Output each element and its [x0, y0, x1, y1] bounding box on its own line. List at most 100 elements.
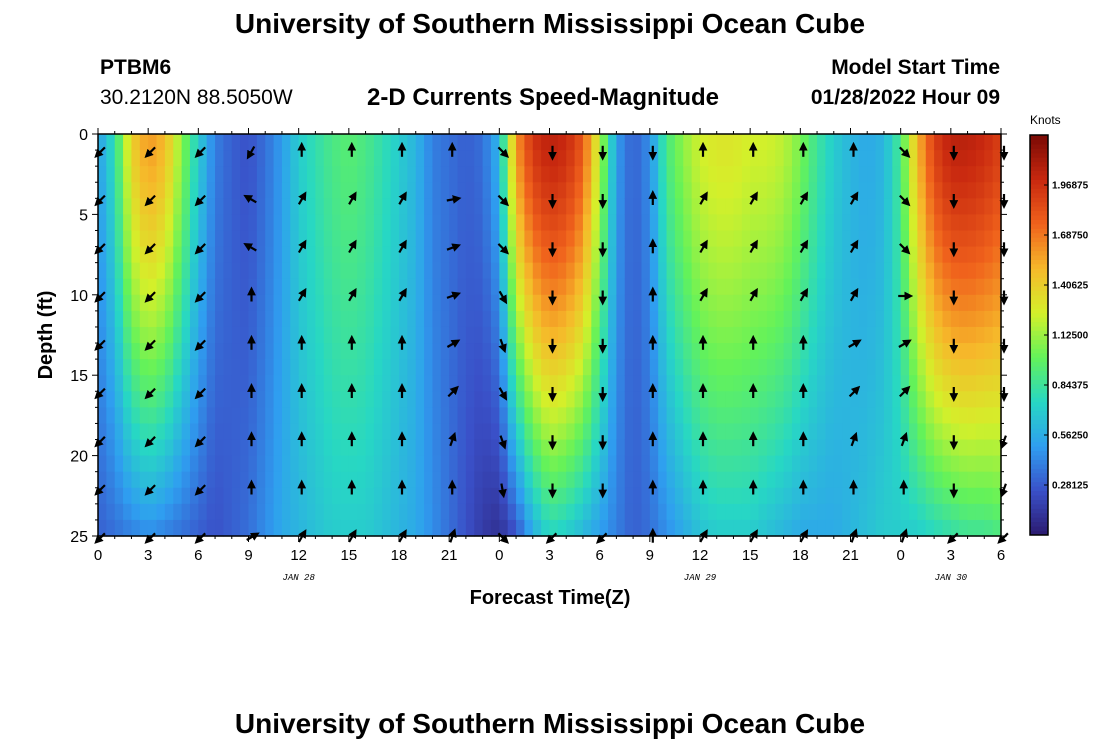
heatmap-cell — [942, 423, 952, 441]
heatmap-cell — [700, 294, 709, 312]
heatmap-cell — [917, 487, 927, 505]
heatmap-cell — [123, 503, 133, 521]
heatmap-cell — [842, 166, 852, 183]
heatmap-cell — [156, 455, 166, 473]
heatmap-cell — [474, 150, 484, 167]
heatmap-cell — [959, 134, 969, 151]
colorbar-segment — [1030, 192, 1048, 198]
heatmap-cell — [867, 262, 877, 280]
heatmap-cell — [733, 487, 743, 505]
heatmap-cell — [348, 310, 358, 328]
current-vector — [194, 387, 206, 400]
heatmap-cell — [833, 423, 843, 441]
heatmap-cell — [457, 166, 467, 183]
heatmap-cell — [975, 310, 985, 328]
heatmap-cell — [967, 134, 977, 151]
heatmap-cell — [198, 230, 208, 248]
heatmap-cell — [658, 391, 668, 408]
heatmap-cell — [240, 487, 250, 505]
heatmap-cell — [148, 423, 158, 441]
heatmap-cell — [474, 487, 484, 505]
heatmap-cell — [608, 246, 617, 264]
heatmap-cell — [490, 246, 500, 264]
heatmap-cell — [106, 359, 116, 376]
heatmap-cell — [323, 503, 333, 521]
heatmap-cell — [791, 166, 801, 183]
heatmap-cell — [499, 359, 509, 376]
heatmap-cell — [516, 230, 526, 248]
colorbar-segment — [1030, 495, 1048, 500]
heatmap-cell — [181, 150, 191, 167]
heatmap-cell — [817, 310, 827, 328]
heatmap-cell — [474, 166, 484, 183]
heatmap-cell — [123, 326, 133, 344]
heatmap-cell — [307, 150, 316, 167]
heatmap-cell — [959, 391, 969, 408]
heatmap-cell — [674, 166, 684, 183]
heatmap-cell — [582, 262, 592, 280]
heatmap-cell — [449, 391, 459, 408]
heatmap-cell — [139, 262, 149, 280]
colorbar-segment — [1030, 303, 1048, 309]
heatmap-cell — [181, 198, 191, 215]
heatmap-cell — [825, 310, 835, 328]
heatmap-cell — [307, 519, 316, 537]
current-vector — [144, 291, 156, 303]
heatmap-cell — [624, 262, 634, 280]
heatmap-cell — [892, 198, 902, 215]
heatmap-cell — [131, 246, 141, 264]
heatmap-cell — [992, 278, 1002, 296]
heatmap-cell — [674, 246, 684, 264]
heatmap-cell — [482, 198, 492, 215]
heatmap-cell — [574, 262, 584, 280]
heatmap-cell — [566, 310, 576, 328]
heatmap-cell — [674, 294, 684, 312]
heatmap-cell — [114, 375, 124, 392]
heatmap-cell — [465, 503, 475, 521]
heatmap-cell — [867, 214, 877, 232]
heatmap-cell — [791, 310, 801, 328]
heatmap-cell — [399, 423, 408, 441]
heatmap-cell — [758, 246, 768, 264]
heatmap-cell — [307, 407, 316, 425]
heatmap-cell — [516, 359, 526, 376]
heatmap-cell — [156, 166, 166, 183]
heatmap-cell — [164, 230, 174, 248]
heatmap-cell — [474, 246, 484, 264]
heatmap-cell — [524, 198, 534, 215]
heatmap-cell — [139, 375, 149, 392]
heatmap-cell — [708, 326, 718, 344]
heatmap-cell — [131, 471, 141, 489]
y-tick-label: 15 — [70, 368, 88, 385]
heatmap-cell — [741, 391, 751, 408]
heatmap-cell — [332, 487, 342, 505]
heatmap-cell — [649, 230, 659, 248]
heatmap-cell — [725, 407, 735, 425]
heatmap-cell — [256, 230, 266, 248]
heatmap-cell — [432, 439, 442, 457]
heatmap-cell — [256, 375, 266, 392]
heatmap-cell — [716, 182, 726, 199]
heatmap-cell — [674, 423, 684, 441]
heatmap-cell — [315, 182, 325, 199]
heatmap-cell — [206, 423, 216, 441]
heatmap-cell — [474, 134, 484, 151]
heatmap-cell — [875, 471, 885, 489]
heatmap-cell — [332, 198, 342, 215]
heatmap-cell — [532, 230, 542, 248]
heatmap-cell — [616, 519, 626, 537]
heatmap-cell — [432, 150, 442, 167]
heatmap-cell — [683, 214, 693, 232]
current-vector — [849, 287, 859, 302]
y-tick-label: 0 — [79, 127, 88, 144]
heatmap-cell — [490, 182, 500, 199]
colorbar-segment — [1030, 388, 1048, 394]
heatmap-cell — [148, 310, 158, 328]
heatmap-cell — [741, 262, 751, 280]
heatmap-cell — [340, 439, 350, 457]
heatmap-cell — [683, 166, 693, 183]
current-vector — [348, 529, 357, 543]
heatmap-cell — [156, 278, 166, 296]
heatmap-cell — [750, 455, 760, 473]
heatmap-cell — [164, 359, 174, 376]
